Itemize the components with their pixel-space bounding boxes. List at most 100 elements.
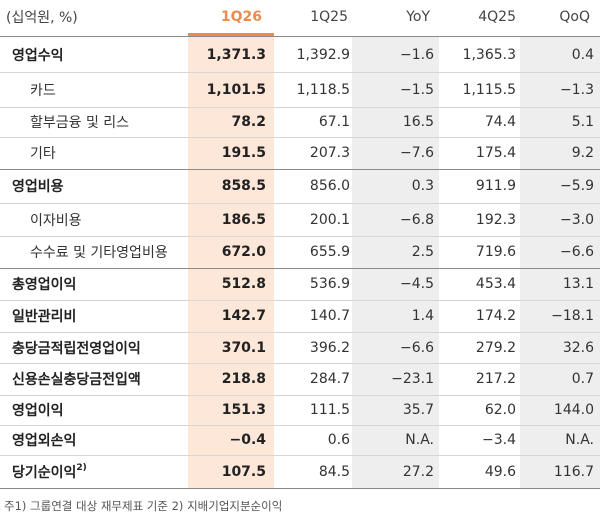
section-rule — [0, 268, 600, 269]
value-4q25: 279.2 — [475, 339, 516, 356]
table-row: 총영업이익 512.8 536.9 −4.5 453.4 13.1 — [0, 268, 600, 300]
value-1q26: 186.5 — [221, 211, 266, 228]
value-1q26: 370.1 — [221, 339, 266, 356]
row-label: 당기순이익 2) — [12, 455, 87, 488]
value-4q25: 453.4 — [475, 276, 516, 292]
value-4q25: 1,365.3 — [462, 46, 516, 63]
value-qoq: −6.6 — [560, 244, 594, 260]
value-1q25: 0.6 — [327, 432, 350, 448]
value-qoq: −5.9 — [560, 178, 594, 194]
value-1q26: 1,101.5 — [206, 81, 266, 98]
value-yoy: 27.2 — [402, 463, 434, 480]
table-row: 할부금융 및 리스 78.2 67.1 16.5 74.4 5.1 — [0, 107, 600, 137]
value-yoy: N.A. — [405, 432, 434, 448]
row-divider — [0, 455, 600, 456]
row-label: 할부금융 및 리스 — [30, 115, 130, 131]
value-yoy: −1.6 — [400, 46, 434, 63]
row-label: 영업외손익 — [12, 433, 77, 449]
value-qoq: −18.1 — [551, 308, 594, 324]
row-label: 기타 — [30, 146, 56, 162]
value-1q25: 1,392.9 — [296, 46, 350, 63]
row-label: 영업수익 — [12, 47, 64, 64]
row-label: 신용손실충당금전입액 — [12, 372, 141, 388]
value-qoq: 0.4 — [571, 46, 594, 63]
value-4q25: 62.0 — [484, 402, 516, 418]
value-4q25: 49.6 — [484, 463, 516, 480]
value-1q26: 78.2 — [231, 114, 266, 130]
value-1q25: 655.9 — [309, 244, 350, 260]
value-4q25: 192.3 — [475, 211, 516, 228]
value-4q25: 719.6 — [475, 244, 516, 260]
row-divider — [0, 137, 600, 138]
table-row: 카드 1,101.5 1,118.5 −1.5 1,115.5 −1.3 — [0, 72, 600, 107]
table-row: 영업비용 858.5 856.0 0.3 911.9 −5.9 — [0, 169, 600, 203]
highlight-column-1q26 — [188, 34, 274, 488]
row-divider — [0, 425, 600, 426]
header-rule — [0, 36, 600, 37]
table-header: (십억원, %) 1Q26 1Q25 YoY 4Q25 QoQ — [0, 0, 600, 33]
qoq-column-shade — [520, 37, 600, 488]
value-yoy: −6.6 — [400, 339, 434, 356]
value-1q26: 151.3 — [221, 402, 266, 418]
value-1q25: 207.3 — [309, 145, 350, 161]
value-yoy: −1.5 — [400, 81, 434, 98]
value-4q25: 74.4 — [484, 114, 516, 130]
value-1q25: 67.1 — [318, 114, 350, 130]
bottom-rule — [0, 488, 600, 489]
row-divider — [0, 332, 600, 333]
row-divider — [0, 72, 600, 73]
row-label: 충당금적립전영업이익 — [12, 340, 141, 357]
table-row: 충당금적립전영업이익 370.1 396.2 −6.6 279.2 32.6 — [0, 332, 600, 363]
row-label: 일반관리비 — [12, 309, 77, 325]
section-rule — [0, 169, 600, 170]
value-1q26: 1,371.3 — [206, 46, 266, 63]
header-yoy: YoY — [406, 8, 430, 25]
value-1q26: 218.8 — [221, 371, 266, 387]
value-4q25: 174.2 — [475, 308, 516, 324]
header-qoq: QoQ — [559, 8, 590, 25]
row-label: 총영업이익 — [12, 277, 77, 293]
value-yoy: −4.5 — [400, 276, 434, 292]
footnote: 주1) 그룹연결 대상 재무제표 기준 2) 지배기업지분순이익 — [4, 499, 283, 513]
table-row: 신용손실충당금전입액 218.8 284.7 −23.1 217.2 0.7 — [0, 363, 600, 395]
value-1q25: 200.1 — [309, 211, 350, 228]
table-row: 수수료 및 기타영업비용 672.0 655.9 2.5 719.6 −6.6 — [0, 236, 600, 268]
value-4q25: −3.4 — [482, 432, 516, 448]
value-qoq: −1.3 — [560, 81, 594, 98]
value-1q25: 111.5 — [309, 402, 350, 418]
row-label: 영업비용 — [12, 179, 64, 195]
row-divider — [0, 363, 600, 364]
value-1q26: 191.5 — [221, 145, 266, 161]
table-row: 영업이익 151.3 111.5 35.7 62.0 144.0 — [0, 395, 600, 425]
row-label: 영업이익 — [12, 403, 64, 419]
value-4q25: 911.9 — [475, 178, 516, 194]
row-divider — [0, 395, 600, 396]
value-yoy: 1.4 — [411, 308, 434, 324]
value-1q25: 284.7 — [309, 371, 350, 387]
value-1q25: 84.5 — [318, 463, 350, 480]
row-label: 이자비용 — [30, 212, 82, 229]
value-4q25: 175.4 — [475, 145, 516, 161]
value-1q26: 858.5 — [221, 178, 266, 194]
row-divider — [0, 107, 600, 108]
header-4q25: 4Q25 — [478, 8, 516, 25]
value-yoy: 2.5 — [411, 244, 434, 260]
table-row: 당기순이익 2) 107.5 84.5 27.2 49.6 116.7 — [0, 455, 600, 488]
yoy-column-shade — [352, 37, 439, 488]
value-4q25: 217.2 — [475, 371, 516, 387]
value-qoq: 9.2 — [571, 145, 594, 161]
row-divider — [0, 203, 600, 204]
value-1q26: −0.4 — [229, 432, 266, 448]
value-1q26: 107.5 — [221, 463, 266, 480]
value-qoq: −3.0 — [560, 211, 594, 228]
table-row: 이자비용 186.5 200.1 −6.8 192.3 −3.0 — [0, 203, 600, 236]
row-label-text: 당기순이익 — [12, 464, 77, 481]
value-yoy: −7.6 — [400, 145, 434, 161]
value-yoy: 16.5 — [402, 114, 434, 130]
row-label: 수수료 및 기타영업비용 — [30, 245, 168, 261]
value-qoq: 32.6 — [562, 339, 594, 356]
row-label: 카드 — [30, 82, 56, 99]
value-yoy: 0.3 — [411, 178, 434, 194]
value-yoy: 35.7 — [402, 402, 434, 418]
value-qoq: 144.0 — [553, 402, 594, 418]
